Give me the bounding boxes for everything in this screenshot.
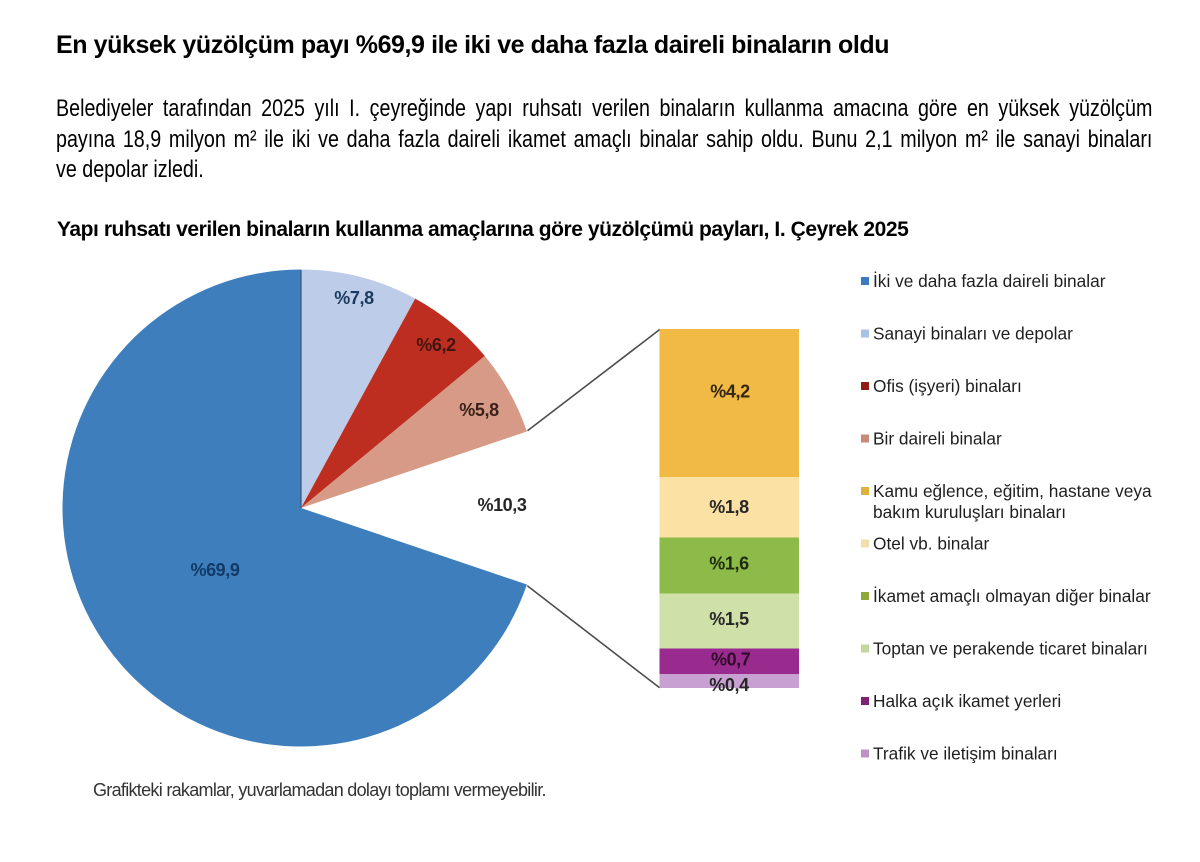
svg-text:%10,3: %10,3 xyxy=(477,495,526,515)
svg-text:%7,8: %7,8 xyxy=(334,288,374,308)
svg-text:%0,4: %0,4 xyxy=(709,675,749,695)
svg-text:Toptan ve perakende ticaret bi: Toptan ve perakende ticaret binaları xyxy=(873,639,1148,659)
svg-text:%5,8: %5,8 xyxy=(459,400,499,420)
svg-text:Ofis (işyeri) binaları: Ofis (işyeri) binaları xyxy=(873,376,1022,396)
svg-text:%6,2: %6,2 xyxy=(416,335,456,355)
svg-text:%1,8: %1,8 xyxy=(709,497,749,517)
svg-text:Bir daireli binalar: Bir daireli binalar xyxy=(873,429,1002,449)
svg-text:Trafik ve iletişim binaları: Trafik ve iletişim binaları xyxy=(873,744,1058,764)
svg-text:%4,2: %4,2 xyxy=(710,382,750,402)
svg-text:%1,6: %1,6 xyxy=(709,554,749,574)
svg-text:%0,7: %0,7 xyxy=(711,650,751,670)
svg-text:Halka açık ikamet yerleri: Halka açık ikamet yerleri xyxy=(873,691,1061,711)
svg-text:Sanayi binaları ve depolar: Sanayi binaları ve depolar xyxy=(873,324,1073,344)
svg-text:%69,9: %69,9 xyxy=(190,560,239,580)
svg-text:%1,5: %1,5 xyxy=(709,609,749,629)
svg-text:bakım kuruluşları binaları: bakım kuruluşları binaları xyxy=(873,502,1066,522)
svg-text:Kamu eğlence, eğitim, hastane: Kamu eğlence, eğitim, hastane veya xyxy=(873,481,1152,501)
svg-text:İkamet amaçlı olmayan diğer bi: İkamet amaçlı olmayan diğer binalar xyxy=(873,586,1151,606)
svg-text:İki ve daha fazla daireli bina: İki ve daha fazla daireli binalar xyxy=(873,271,1106,291)
svg-text:Otel vb. binalar: Otel vb. binalar xyxy=(873,534,989,554)
